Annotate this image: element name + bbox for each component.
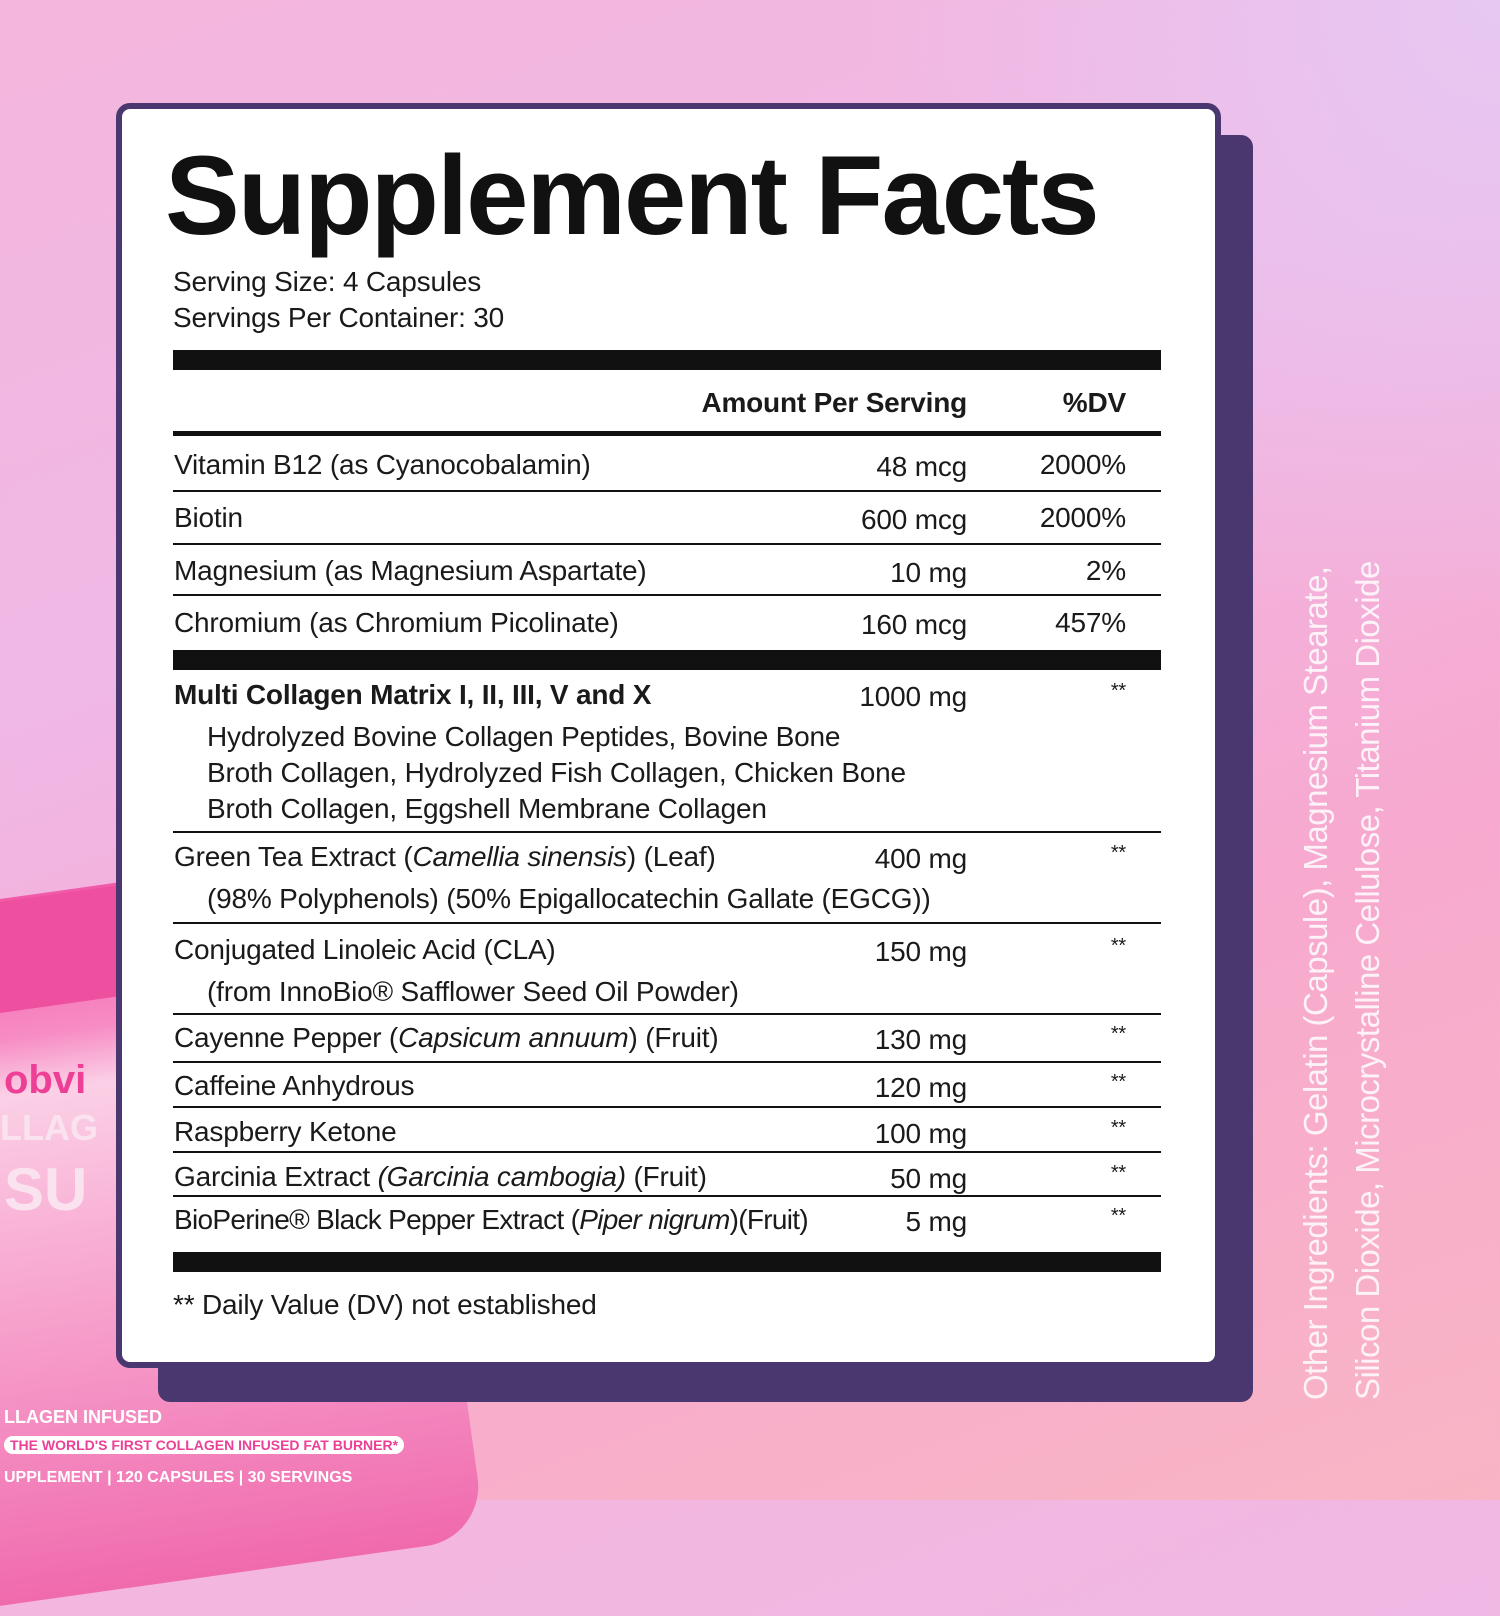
jar-word: LLAG bbox=[0, 1107, 98, 1148]
nutrient-name-part: Green Tea Extract ( bbox=[174, 841, 413, 872]
nutrient-name-part: ) (Fruit) bbox=[628, 1022, 719, 1053]
nutrient-name-part: Cayenne Pepper ( bbox=[174, 1022, 399, 1053]
nutrient-amount: 160 mcg bbox=[861, 609, 967, 640]
nutrient-amount: 600 mcg bbox=[861, 504, 967, 535]
nutrient-detail: (98% Polyphenols) (50% Epigallocatechin … bbox=[207, 883, 931, 914]
other-ingredients-line: Silicon Dioxide, Microcrystalline Cellul… bbox=[1349, 561, 1386, 1400]
other-ingredients: Other Ingredients: Gelatin (Capsule), Ma… bbox=[1290, 561, 1394, 1400]
nutrient-dv: ** bbox=[1110, 1117, 1126, 1139]
jar-word: SU bbox=[4, 1156, 88, 1223]
row-divider bbox=[173, 1061, 1161, 1063]
nutrient-amount: 48 mcg bbox=[876, 451, 967, 482]
header-dv: %DV bbox=[1062, 387, 1126, 418]
row-divider bbox=[173, 831, 1161, 833]
thick-divider bbox=[173, 1252, 1161, 1272]
serving-size: Serving Size: 4 Capsules bbox=[173, 266, 482, 297]
nutrient-name: Vitamin B12 (as Cyanocobalamin) bbox=[174, 449, 591, 481]
nutrient-dv: ** bbox=[1110, 935, 1126, 957]
nutrient-amount: 130 mg bbox=[874, 1024, 967, 1055]
nutrient-name-part: BioPerine® Black Pepper Extract ( bbox=[174, 1204, 580, 1235]
jar-line: LLAGEN INFUSED bbox=[4, 1407, 163, 1427]
nutrient-dv: 2000% bbox=[1039, 449, 1126, 480]
nutrient-name-part: Multi Collagen Matrix I, II, III, V and … bbox=[174, 679, 652, 710]
nutrient-amount: 1000 mg bbox=[859, 681, 967, 712]
nutrient-dv: ** bbox=[1110, 1071, 1126, 1093]
nutrient-name: Raspberry Ketone bbox=[174, 1116, 397, 1148]
jar-brand: obvi bbox=[4, 1058, 87, 1102]
jar-band: UPPLEMENT | 120 CAPSULES | 30 SERVINGS bbox=[4, 1469, 353, 1486]
row-divider bbox=[173, 490, 1161, 492]
row-divider bbox=[173, 1151, 1161, 1153]
nutrient-name-part: Conjugated Linoleic Acid (CLA) bbox=[174, 934, 556, 965]
nutrient-dv: ** bbox=[1110, 842, 1126, 864]
nutrient-dv: 457% bbox=[1055, 607, 1126, 638]
nutrient-name-part: Camellia sinensis bbox=[412, 841, 627, 872]
row-divider bbox=[173, 1195, 1161, 1197]
nutrient-dv: ** bbox=[1110, 1162, 1126, 1184]
row-divider bbox=[173, 543, 1161, 545]
nutrient-amount: 5 mg bbox=[905, 1206, 968, 1237]
nutrient-name-part: Garcinia Extract bbox=[174, 1161, 378, 1192]
nutrient-amount: 400 mg bbox=[874, 843, 967, 874]
other-ingredients-line: Other Ingredients: Gelatin (Capsule), Ma… bbox=[1297, 566, 1334, 1400]
nutrient-name-part: Vitamin B12 (as Cyanocobalamin) bbox=[174, 449, 591, 480]
nutrient-amount: 10 mg bbox=[890, 557, 967, 588]
nutrient-name-part: Capsicum annuum bbox=[398, 1022, 629, 1053]
nutrient-detail: Broth Collagen, Eggshell Membrane Collag… bbox=[207, 793, 767, 824]
nutrient-name-part: (Fruit) bbox=[625, 1161, 707, 1192]
footnote: ** Daily Value (DV) not established bbox=[173, 1289, 597, 1320]
row-divider bbox=[173, 922, 1161, 924]
row-divider bbox=[173, 594, 1161, 596]
nutrient-detail: (from InnoBio® Safflower Seed Oil Powder… bbox=[207, 976, 739, 1007]
nutrient-name-part: Chromium (as Chromium Picolinate) bbox=[174, 607, 619, 638]
nutrient-dv: ** bbox=[1110, 1023, 1126, 1045]
header-amount: Amount Per Serving bbox=[701, 387, 967, 418]
nutrient-detail: Broth Collagen, Hydrolyzed Fish Collagen… bbox=[207, 757, 906, 788]
nutrient-name: Chromium (as Chromium Picolinate) bbox=[174, 607, 619, 639]
nutrient-name: Biotin bbox=[174, 502, 243, 534]
thick-divider bbox=[173, 350, 1161, 370]
nutrient-name-part: Caffeine Anhydrous bbox=[174, 1070, 415, 1101]
nutrient-amount: 50 mg bbox=[890, 1163, 967, 1194]
nutrient-name: Green Tea Extract (Camellia sinensis) (L… bbox=[174, 841, 716, 873]
nutrient-dv: ** bbox=[1110, 1205, 1126, 1227]
nutrient-name-part: (Garcinia cambogia) bbox=[377, 1161, 626, 1192]
nutrient-name: Garcinia Extract (Garcinia cambogia) (Fr… bbox=[174, 1161, 707, 1193]
supplement-facts-panel bbox=[116, 103, 1221, 1368]
nutrient-name: Cayenne Pepper (Capsicum annuum) (Fruit) bbox=[174, 1022, 719, 1054]
nutrient-dv: 2000% bbox=[1039, 502, 1126, 533]
nutrient-dv: 2% bbox=[1085, 555, 1126, 586]
nutrient-name-part: Biotin bbox=[174, 502, 243, 533]
nutrient-amount: 150 mg bbox=[874, 936, 967, 967]
jar-badge: THE WORLD'S FIRST COLLAGEN INFUSED FAT B… bbox=[4, 1436, 405, 1454]
row-divider bbox=[173, 1106, 1161, 1108]
servings-per-container: Servings Per Container: 30 bbox=[173, 302, 504, 333]
nutrient-detail: Hydrolyzed Bovine Collagen Peptides, Bov… bbox=[207, 721, 841, 752]
nutrient-name: BioPerine® Black Pepper Extract (Piper n… bbox=[174, 1204, 809, 1236]
nutrient-amount: 100 mg bbox=[874, 1118, 967, 1149]
nutrient-dv: ** bbox=[1110, 680, 1126, 702]
row-divider bbox=[173, 650, 1161, 670]
page-title: Supplement Facts bbox=[165, 133, 1100, 258]
nutrient-name-part: )(Fruit) bbox=[729, 1204, 809, 1235]
nutrient-name: Caffeine Anhydrous bbox=[174, 1070, 414, 1102]
nutrient-amount: 120 mg bbox=[874, 1072, 967, 1103]
nutrient-name-part: ) (Leaf) bbox=[626, 841, 716, 872]
nutrient-name: Magnesium (as Magnesium Aspartate) bbox=[174, 555, 647, 587]
nutrient-name-part: Magnesium (as Magnesium Aspartate) bbox=[174, 555, 647, 586]
row-divider bbox=[173, 1013, 1161, 1015]
nutrient-name: Conjugated Linoleic Acid (CLA) bbox=[174, 934, 556, 966]
nutrient-name-part: Piper nigrum bbox=[579, 1204, 730, 1235]
nutrient-name-part: Raspberry Ketone bbox=[174, 1116, 397, 1147]
nutrient-name: Multi Collagen Matrix I, II, III, V and … bbox=[174, 679, 651, 711]
header-divider bbox=[173, 431, 1161, 436]
